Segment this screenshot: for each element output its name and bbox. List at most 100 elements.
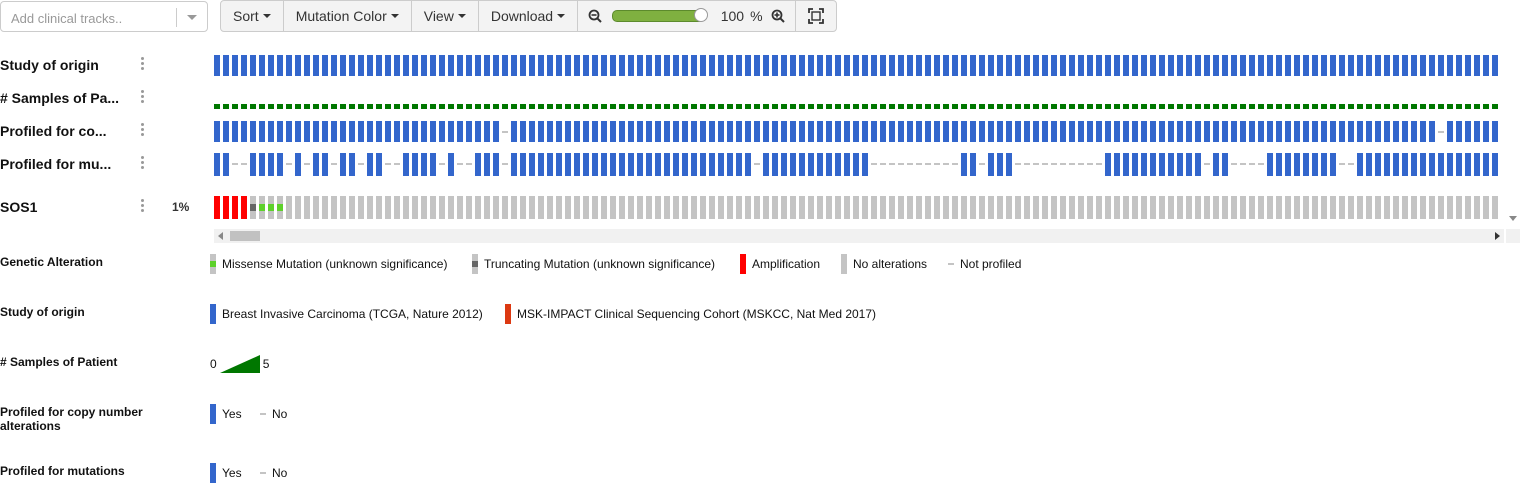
samples-of-patient-cell[interactable] [448,104,454,109]
track-menu-icon[interactable] [141,199,145,214]
gene-cell[interactable] [466,196,472,219]
gene-cell[interactable] [511,196,517,219]
study-of-origin-cell[interactable] [376,55,382,76]
samples-of-patient-cell[interactable] [700,104,706,109]
samples-of-patient-cell[interactable] [1132,104,1138,109]
profiled-mut-cell[interactable] [1141,153,1147,176]
study-of-origin-cell[interactable] [1249,55,1255,76]
gene-cell[interactable] [574,196,580,219]
samples-of-patient-cell[interactable] [619,104,625,109]
profiled-cna-cell[interactable] [880,121,886,142]
gene-cell[interactable] [547,196,553,219]
samples-of-patient-cell[interactable] [1348,104,1354,109]
profiled-mut-cell[interactable] [1303,153,1309,176]
gene-cell[interactable] [1105,196,1111,219]
profiled-mut-cell[interactable] [1231,163,1237,165]
profiled-mut-cell[interactable] [1267,153,1273,176]
zoom-in-icon[interactable] [771,9,785,23]
study-of-origin-cell[interactable] [1312,55,1318,76]
samples-of-patient-cell[interactable] [259,104,265,109]
samples-of-patient-cell[interactable] [1015,104,1021,109]
study-of-origin-cell[interactable] [799,55,805,76]
study-of-origin-cell[interactable] [700,55,706,76]
study-of-origin-cell[interactable] [1069,55,1075,76]
gene-cell[interactable] [286,196,292,219]
zoom-slider[interactable] [612,8,709,22]
gene-cell[interactable] [1177,196,1183,219]
profiled-cna-cell[interactable] [1051,121,1057,142]
profiled-mut-cell[interactable] [1006,153,1012,176]
gene-cell[interactable] [1492,196,1498,219]
profiled-cna-cell[interactable] [1285,121,1291,142]
study-of-origin-cell[interactable] [214,55,220,76]
samples-of-patient-cell[interactable] [1366,104,1372,109]
zoom-slider-handle[interactable] [694,8,709,22]
profiled-cna-cell[interactable] [1222,121,1228,142]
profiled-cna-cell[interactable] [1114,121,1120,142]
profiled-mut-cell[interactable] [295,153,301,176]
study-of-origin-cell[interactable] [691,55,697,76]
study-of-origin-cell[interactable] [1366,55,1372,76]
gene-cell[interactable] [1087,196,1093,219]
gene-cell[interactable] [412,196,418,219]
clinical-tracks-select[interactable]: Add clinical tracks.. [0,1,208,32]
profiled-mut-cell[interactable] [1375,153,1381,176]
samples-of-patient-cell[interactable] [916,104,922,109]
horizontal-scrollbar[interactable] [214,229,1504,243]
profiled-mut-cell[interactable] [1393,153,1399,176]
profiled-cna-cell[interactable] [1447,121,1453,142]
profiled-mut-cell[interactable] [232,163,238,165]
profiled-cna-cell[interactable] [718,121,724,142]
profiled-mut-cell[interactable] [520,153,526,176]
profiled-cna-cell[interactable] [1042,121,1048,142]
profiled-mut-cell[interactable] [538,153,544,176]
samples-of-patient-cell[interactable] [304,104,310,109]
samples-of-patient-cell[interactable] [1240,104,1246,109]
study-of-origin-cell[interactable] [1042,55,1048,76]
study-of-origin-cell[interactable] [610,55,616,76]
samples-of-patient-cell[interactable] [763,104,769,109]
samples-of-patient-cell[interactable] [1492,104,1498,109]
study-of-origin-cell[interactable] [907,55,913,76]
study-of-origin-cell[interactable] [421,55,427,76]
samples-of-patient-cell[interactable] [817,104,823,109]
study-of-origin-cell[interactable] [250,55,256,76]
profiled-cna-cell[interactable] [313,121,319,142]
samples-of-patient-cell[interactable] [925,104,931,109]
profiled-mut-cell[interactable] [1186,153,1192,176]
study-of-origin-cell[interactable] [1096,55,1102,76]
gene-cell[interactable] [826,196,832,219]
profiled-mut-cell[interactable] [529,153,535,176]
samples-of-patient-cell[interactable] [943,104,949,109]
gene-cell[interactable] [457,196,463,219]
profiled-mut-cell[interactable] [1492,153,1498,176]
samples-of-patient-cell[interactable] [1222,104,1228,109]
samples-of-patient-cell[interactable] [1321,104,1327,109]
profiled-mut-cell[interactable] [790,153,796,176]
mutation-color-button[interactable]: Mutation Color [284,1,412,31]
profiled-cna-cell[interactable] [1249,121,1255,142]
study-of-origin-cell[interactable] [1195,55,1201,76]
samples-of-patient-cell[interactable] [835,104,841,109]
study-of-origin-cell[interactable] [1474,55,1480,76]
profiled-mut-cell[interactable] [1015,163,1021,165]
profiled-cna-cell[interactable] [808,121,814,142]
samples-of-patient-cell[interactable] [1141,104,1147,109]
samples-of-patient-cell[interactable] [1051,104,1057,109]
study-of-origin-cell[interactable] [979,55,985,76]
profiled-cna-cell[interactable] [961,121,967,142]
samples-of-patient-cell[interactable] [1114,104,1120,109]
profiled-mut-cell[interactable] [1024,163,1030,165]
profiled-cna-cell[interactable] [529,121,535,142]
profiled-mut-cell[interactable] [727,153,733,176]
study-of-origin-cell[interactable] [673,55,679,76]
profiled-cna-cell[interactable] [1123,121,1129,142]
study-of-origin-cell[interactable] [961,55,967,76]
profiled-cna-cell[interactable] [295,121,301,142]
profiled-cna-cell[interactable] [1186,121,1192,142]
samples-of-patient-cell[interactable] [988,104,994,109]
gene-cell[interactable] [1159,196,1165,219]
samples-of-patient-cell[interactable] [1276,104,1282,109]
profiled-mut-cell[interactable] [664,153,670,176]
study-of-origin-cell[interactable] [1015,55,1021,76]
